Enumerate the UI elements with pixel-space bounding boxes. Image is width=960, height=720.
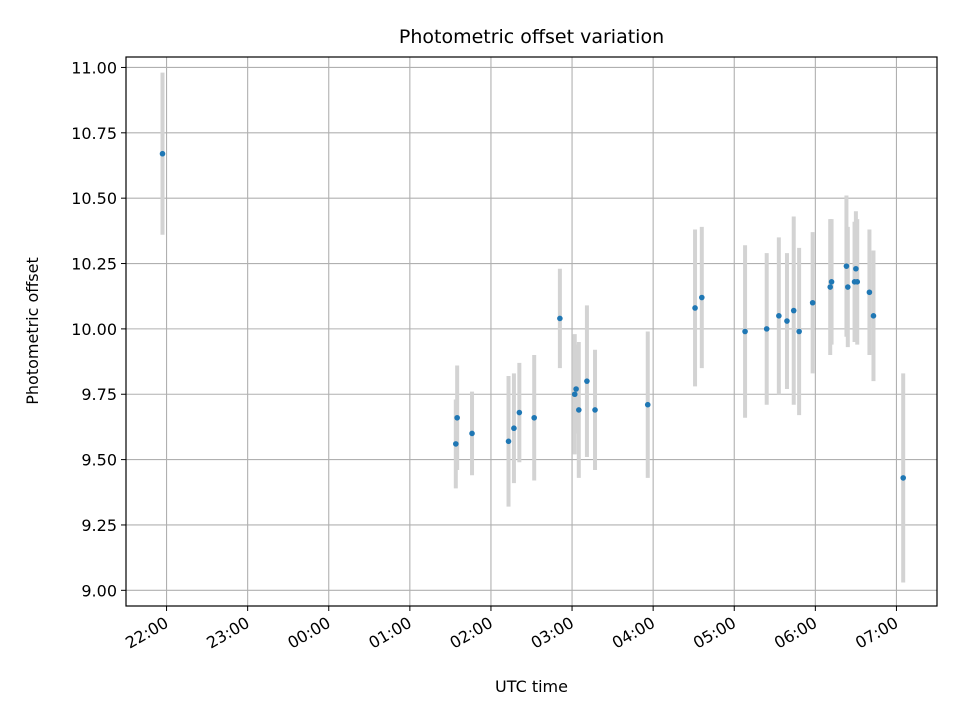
data-point (592, 407, 598, 413)
y-axis-ticks: 9.00 9.25 9.50 9.75 10.00 10.25 10.50 10.75 11.0… (71, 58, 126, 600)
y-axis-title: Photometric offset (23, 257, 42, 405)
y-tick-label: 10.00 (71, 320, 117, 339)
data-point (576, 407, 582, 413)
x-axis-title: UTC time (495, 677, 568, 696)
y-tick-label: 11.00 (71, 58, 117, 77)
data-point (531, 414, 538, 421)
data-point (796, 328, 802, 335)
data-point (853, 265, 859, 272)
data-point (854, 279, 861, 285)
data-point (828, 279, 835, 285)
data-point (505, 438, 512, 445)
y-tick-label: 9.50 (81, 451, 117, 470)
data-point (699, 294, 705, 301)
data-point (511, 425, 517, 432)
data-point (454, 414, 460, 421)
data-point (159, 150, 166, 157)
data-point (827, 284, 834, 290)
data-point (584, 378, 590, 384)
data-point (644, 401, 651, 408)
data-point (900, 475, 907, 481)
y-tick-label: 9.25 (81, 516, 117, 535)
y-tick-label: 9.75 (81, 385, 117, 404)
data-point (571, 391, 578, 398)
y-tick-label: 9.00 (81, 581, 117, 600)
data-point (870, 313, 877, 319)
data-point (469, 430, 475, 437)
plot-frame (125, 56, 938, 607)
data-point (844, 284, 851, 290)
data-point (453, 441, 459, 447)
data-point (692, 305, 698, 311)
data-point (557, 315, 563, 322)
chart-title: Photometric offset variation (399, 26, 664, 48)
data-point (742, 328, 748, 335)
grid (126, 57, 937, 606)
y-tick-label: 10.25 (71, 255, 117, 274)
data-point (763, 326, 770, 332)
data-point (790, 307, 797, 314)
data-point (784, 318, 790, 324)
data-points (159, 150, 907, 481)
data-point (809, 299, 816, 306)
data-point (776, 313, 782, 319)
data-point (866, 289, 873, 296)
data-point (573, 386, 579, 392)
y-tick-label: 10.75 (71, 124, 117, 143)
y-tick-label: 10.50 (71, 189, 117, 208)
data-point (843, 263, 850, 269)
data-point (516, 409, 523, 416)
